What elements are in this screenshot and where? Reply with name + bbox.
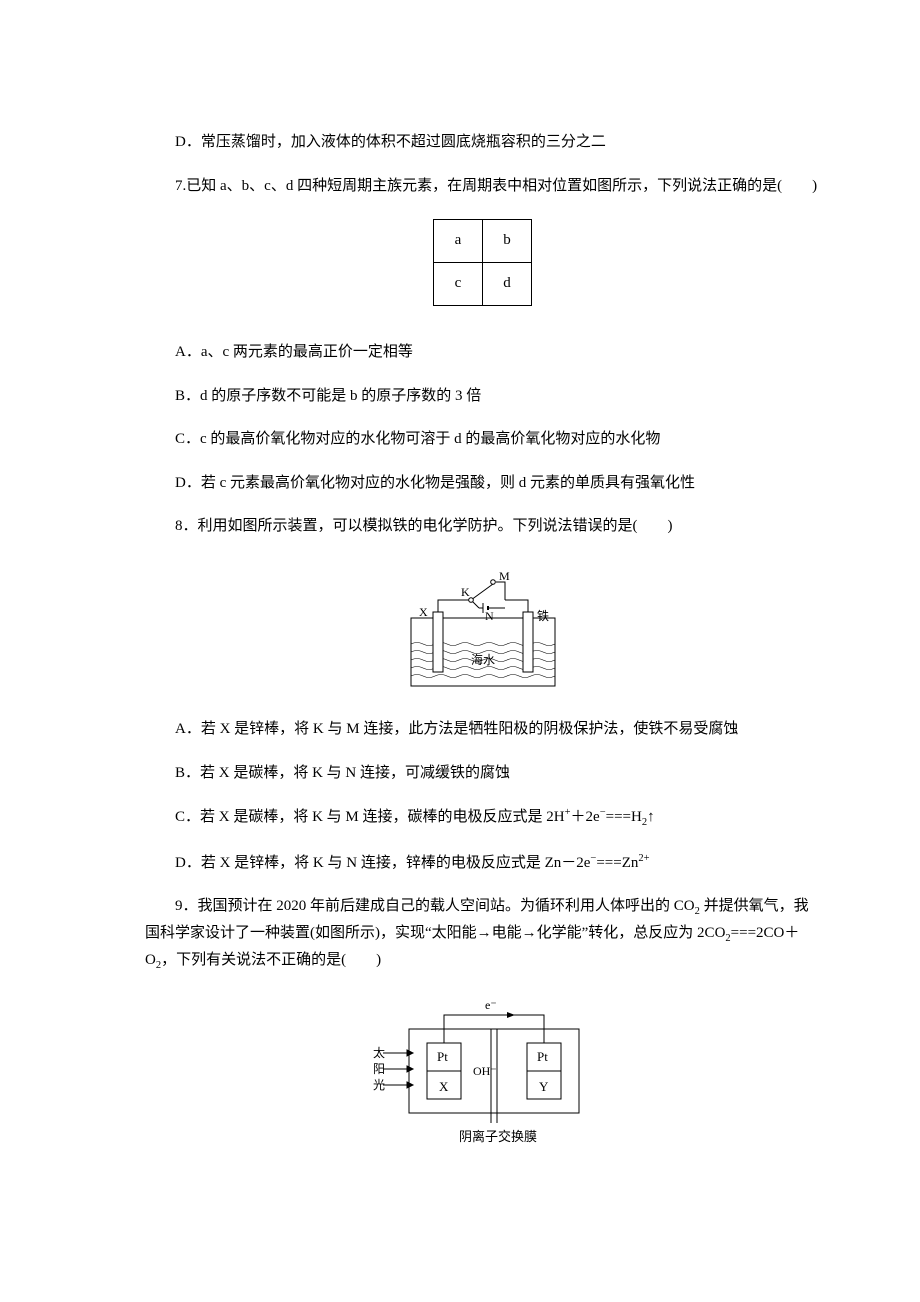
q9-label-sun3: 光 xyxy=(373,1078,385,1092)
q8-option-d: D．若 X 是锌棒，将 K 与 N 连接，锌棒的电极反应式是 Zn－2e−===… xyxy=(145,850,820,877)
q7-periodic-table: a b c d xyxy=(433,219,532,306)
q7-option-c: C．c 的最高价氧化物对应的水化物可溶于 d 的最高价氧化物对应的水化物 xyxy=(145,427,820,453)
q7-option-d: D．若 c 元素最高价氧化物对应的水化物是强酸，则 d 元素的单质具有强氧化性 xyxy=(145,471,820,497)
q7-stem: 7.已知 a、b、c、d 四种短周期主族元素，在周期表中相对位置如图所示，下列说… xyxy=(145,174,820,200)
q9-label-pt1: Pt xyxy=(437,1049,448,1064)
q9-label-sun2: 阳 xyxy=(373,1062,385,1076)
q7-cell-b: b xyxy=(483,220,532,263)
q8-option-a: A．若 X 是锌棒，将 K 与 M 连接，此方法是牺牲阳极的阴极保护法，使铁不易… xyxy=(145,717,820,743)
q9-label-pt2: Pt xyxy=(537,1049,548,1064)
q8-label-sea: 海水 xyxy=(471,652,495,667)
q8-stem: 8．利用如图所示装置，可以模拟铁的电化学防护。下列说法错误的是( ) xyxy=(145,514,820,540)
q9-label-y: Y xyxy=(539,1079,549,1094)
q7-cell-a: a xyxy=(434,220,483,263)
exam-page: D．常压蒸馏时，加入液体的体积不超过圆底烧瓶容积的三分之二 7.已知 a、b、c… xyxy=(0,0,920,1302)
q9-label-sun1: 太 xyxy=(373,1045,385,1060)
q7-cell-c: c xyxy=(434,263,483,306)
q8-label-k: K xyxy=(461,585,470,599)
q7-option-a: A．a、c 两元素的最高正价一定相等 xyxy=(145,340,820,366)
q7-option-b: B．d 的原子序数不可能是 b 的原子序数的 3 倍 xyxy=(145,384,820,410)
q9-figure: e⁻ 太 阳 光 Pt X Pt Y OH⁻ 阴离子交换膜 xyxy=(145,995,820,1155)
q8-option-c: C．若 X 是碳棒，将 K 与 M 连接，碳棒的电极反应式是 2H+＋2e−==… xyxy=(145,804,820,832)
q9-label-x: X xyxy=(439,1079,449,1094)
q8-label-x: X xyxy=(419,605,428,619)
q8-label-fe: 铁 xyxy=(537,609,549,623)
q9-label-oh: OH⁻ xyxy=(473,1064,497,1078)
q8-label-m: M xyxy=(499,569,510,583)
q8-label-n: N xyxy=(485,609,494,623)
q9-label-e: e⁻ xyxy=(485,998,497,1012)
q6-option-d: D．常压蒸馏时，加入液体的体积不超过圆底烧瓶容积的三分之二 xyxy=(145,130,820,156)
q9-label-mem: 阴离子交换膜 xyxy=(459,1129,537,1144)
q8-figure: K M N X 铁 海水 xyxy=(145,560,820,702)
q9-stem: 9．我国预计在 2020 年前后建成自己的载人空间站。为循环利用人体呼出的 CO… xyxy=(145,894,820,975)
q8-option-b: B．若 X 是碳棒，将 K 与 N 连接，可减缓铁的腐蚀 xyxy=(145,761,820,787)
q7-cell-d: d xyxy=(483,263,532,306)
